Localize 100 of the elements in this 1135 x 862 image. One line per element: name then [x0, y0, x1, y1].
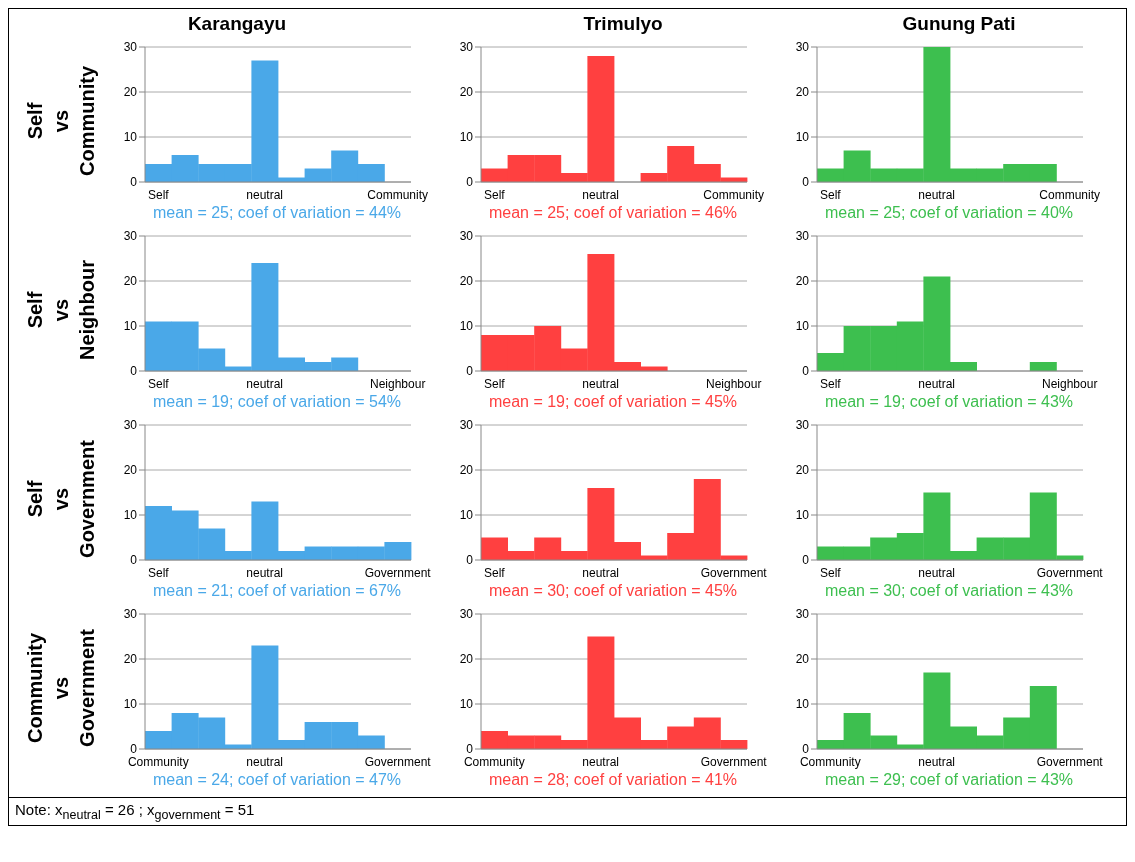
- x-tick-label: Community: [127, 754, 189, 769]
- x-tick-label: Self: [147, 376, 170, 391]
- y-axis-title: Self vs Government: [24, 439, 98, 558]
- x-tick-label: Self: [483, 187, 506, 202]
- y-tick-label: 0: [130, 553, 138, 568]
- text: mean = 30; coef of variation = 43%: [824, 582, 1074, 601]
- y-tick-label: 0: [130, 364, 138, 379]
- y-tick-label: 30: [459, 418, 474, 433]
- y-tick-label: 0: [802, 364, 810, 379]
- y-tick-label: 20: [123, 85, 138, 100]
- x-tick-label: neutral: [918, 187, 956, 202]
- x-tick-label: neutral: [246, 187, 284, 202]
- y-tick-label: 10: [123, 319, 138, 334]
- x-tick-label: Neighbour: [370, 376, 426, 391]
- x-tick-label: Self: [819, 565, 842, 580]
- y-tick-label: 30: [123, 40, 138, 55]
- x-tick-label: Government: [1036, 565, 1104, 580]
- y-tick-label: 0: [802, 553, 810, 568]
- y-tick-label: 10: [123, 130, 138, 145]
- x-tick-label: neutral: [582, 754, 620, 769]
- y-tick-label: 0: [130, 742, 138, 757]
- x-tick-label: Government: [700, 565, 768, 580]
- y-tick-label: 10: [795, 319, 810, 334]
- y-tick-label: 20: [459, 463, 474, 478]
- x-tick-label: Community: [799, 754, 861, 769]
- y-tick-label: 10: [795, 130, 810, 145]
- text: mean = 28; coef of variation = 41%: [488, 771, 738, 790]
- y-tick-label: 10: [123, 697, 138, 712]
- y-tick-label: 20: [795, 274, 810, 289]
- y-tick-label: 20: [123, 463, 138, 478]
- y-tick-label: 30: [459, 607, 474, 622]
- y-tick-label: 10: [795, 508, 810, 523]
- y-tick-label: 20: [459, 652, 474, 667]
- text: Note: x$_{neutral}$ = 26 ; x$_{government}$ = 51: [15, 801, 256, 822]
- x-tick-label: Government: [1036, 754, 1104, 769]
- y-axis-title: Self vs Neighbour: [24, 259, 98, 360]
- y-tick-label: 20: [123, 652, 138, 667]
- x-tick-label: neutral: [582, 376, 620, 391]
- x-tick-label: Self: [483, 376, 506, 391]
- y-tick-label: 0: [466, 553, 474, 568]
- y-tick-label: 10: [459, 130, 474, 145]
- y-tick-label: 30: [123, 418, 138, 433]
- text: mean = 25; coef of variation = 40%: [824, 204, 1074, 223]
- y-tick-label: 30: [459, 229, 474, 244]
- y-tick-label: 10: [459, 697, 474, 712]
- x-tick-label: Self: [819, 187, 842, 202]
- x-tick-label: Government: [700, 754, 768, 769]
- y-tick-label: 20: [459, 85, 474, 100]
- y-tick-label: 30: [795, 418, 810, 433]
- x-tick-label: neutral: [246, 754, 284, 769]
- y-tick-label: 20: [795, 652, 810, 667]
- x-tick-label: Government: [364, 754, 432, 769]
- text: mean = 29; coef of variation = 43%: [824, 771, 1074, 790]
- y-axis-title: Self vs Community: [24, 65, 98, 176]
- x-tick-label: Self: [819, 376, 842, 391]
- chart-title: Karangayu: [186, 13, 287, 36]
- y-tick-label: 20: [123, 274, 138, 289]
- y-tick-label: 10: [123, 508, 138, 523]
- x-tick-label: neutral: [918, 565, 956, 580]
- y-tick-label: 0: [130, 175, 138, 190]
- x-tick-label: Neighbour: [706, 376, 762, 391]
- y-tick-label: 30: [123, 607, 138, 622]
- text: mean = 19; coef of variation = 45%: [488, 393, 738, 412]
- y-tick-label: 0: [466, 364, 474, 379]
- y-tick-label: 30: [795, 229, 810, 244]
- y-tick-label: 30: [795, 40, 810, 55]
- y-tick-label: 20: [795, 463, 810, 478]
- y-tick-label: 0: [466, 742, 474, 757]
- x-tick-label: neutral: [918, 754, 956, 769]
- x-tick-label: Community: [703, 187, 765, 202]
- text: mean = 19; coef of variation = 43%: [824, 393, 1074, 412]
- x-tick-label: Community: [367, 187, 429, 202]
- x-tick-label: Self: [147, 187, 170, 202]
- x-tick-label: neutral: [246, 376, 284, 391]
- text: mean = 30; coef of variation = 45%: [488, 582, 738, 601]
- x-tick-label: Self: [483, 565, 506, 580]
- y-tick-label: 30: [795, 607, 810, 622]
- y-tick-label: 20: [795, 85, 810, 100]
- y-tick-label: 0: [802, 742, 810, 757]
- x-tick-label: Government: [364, 565, 432, 580]
- x-tick-label: neutral: [918, 376, 956, 391]
- chart-title: Trimulyo: [582, 13, 663, 36]
- x-tick-label: Self: [147, 565, 170, 580]
- x-tick-label: neutral: [582, 187, 620, 202]
- x-tick-label: neutral: [246, 565, 284, 580]
- y-tick-label: 10: [459, 508, 474, 523]
- text: mean = 19; coef of variation = 54%: [151, 393, 402, 412]
- x-tick-label: Community: [1039, 187, 1101, 202]
- y-tick-label: 0: [802, 175, 810, 190]
- y-tick-label: 20: [459, 274, 474, 289]
- y-tick-label: 30: [123, 229, 138, 244]
- y-tick-label: 10: [459, 319, 474, 334]
- text: mean = 24; coef of variation = 47%: [151, 771, 402, 790]
- text: mean = 25; coef of variation = 46%: [488, 204, 738, 223]
- y-tick-label: 30: [459, 40, 474, 55]
- y-axis-title: Community vs Government: [24, 628, 98, 747]
- text: mean = 25; coef of variation = 44%: [151, 204, 402, 223]
- x-tick-label: neutral: [582, 565, 620, 580]
- y-tick-label: 0: [466, 175, 474, 190]
- chart-title: Gunung Pati: [901, 13, 1016, 36]
